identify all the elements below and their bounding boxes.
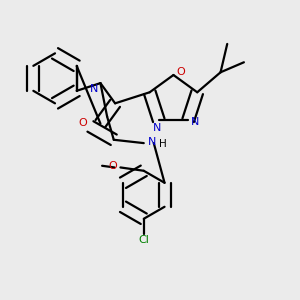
Text: H: H bbox=[159, 139, 167, 149]
Text: Cl: Cl bbox=[138, 236, 149, 245]
Text: N: N bbox=[153, 123, 161, 133]
Text: N: N bbox=[148, 137, 156, 147]
Text: N: N bbox=[90, 84, 99, 94]
Text: O: O bbox=[79, 118, 88, 128]
Text: N: N bbox=[191, 117, 200, 127]
Text: O: O bbox=[176, 67, 185, 77]
Text: O: O bbox=[109, 161, 118, 171]
